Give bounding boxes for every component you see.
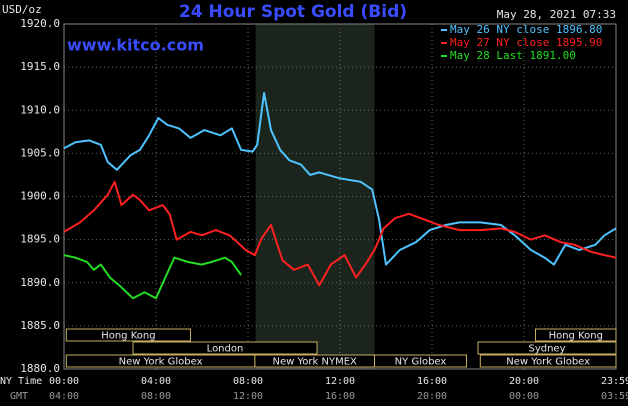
- session-box: [374, 354, 467, 368]
- x2-tick-label: 16:00: [325, 391, 355, 402]
- session-label: Sydney: [528, 344, 565, 355]
- session-label: New York NYMEX: [273, 357, 358, 368]
- session-box: [535, 328, 617, 342]
- x2-tick-label: 00:00: [509, 391, 539, 402]
- legend-entry: May 28 Last 1891.00: [450, 49, 576, 62]
- y-tick-label: 1900.0: [20, 190, 60, 203]
- x-tick-label: 12:00: [325, 376, 355, 387]
- shaded-region: [255, 24, 375, 369]
- y-tick-label: 1920.0: [20, 17, 60, 30]
- session-label: NY Globex: [395, 357, 447, 368]
- series-line: [63, 254, 242, 300]
- x-tick-label: 00:00: [49, 376, 79, 387]
- y-tick-label: 1895.0: [20, 233, 60, 246]
- series-line: [63, 180, 617, 287]
- x-axis-label: NY Time: [0, 376, 42, 387]
- x-tick-label: 20:00: [509, 376, 539, 387]
- session-box: [477, 341, 617, 355]
- session-label: Hong Kong: [101, 331, 155, 342]
- session-box: [479, 354, 617, 368]
- session-label: London: [207, 344, 244, 355]
- y-tick-label: 1910.0: [20, 103, 60, 116]
- plot-frame: [63, 23, 617, 370]
- legend-entry: May 26 NY close 1896.80: [450, 23, 602, 36]
- session-box: [132, 341, 318, 355]
- x2-tick-label: 03:59: [601, 391, 628, 402]
- legend-entry: May 27 NY close 1895.90: [450, 36, 602, 49]
- session-label: Hong Kong: [549, 331, 603, 342]
- chart-title: 24 Hour Spot Gold (Bid): [179, 2, 407, 22]
- y-tick-label: 1885.0: [20, 319, 60, 332]
- session-box: [65, 328, 191, 342]
- session-label: New York Globex: [506, 357, 590, 368]
- x-tick-label: 16:00: [417, 376, 447, 387]
- y-tick-label: 1905.0: [20, 146, 60, 159]
- y-axis-label: USD/oz: [2, 3, 42, 16]
- y-tick-label: 1915.0: [20, 60, 60, 73]
- timestamp: May 28, 2021 07:33: [497, 8, 616, 21]
- session-label: New York Globex: [119, 357, 203, 368]
- x-tick-label: 08:00: [233, 376, 263, 387]
- website: www.kitco.com: [67, 36, 204, 55]
- x2-tick-label: 20:00: [417, 391, 447, 402]
- y-tick-label: 1880.0: [20, 362, 60, 375]
- x2-tick-label: 04:00: [49, 391, 79, 402]
- y-tick-label: 1890.0: [20, 276, 60, 289]
- x2-tick-label: 12:00: [233, 391, 263, 402]
- x-tick-label: 23:59: [601, 376, 628, 387]
- x-tick-label: 04:00: [141, 376, 171, 387]
- x2-tick-label: 08:00: [141, 391, 171, 402]
- series-line: [63, 92, 617, 266]
- x2-axis-label: GMT: [10, 391, 28, 402]
